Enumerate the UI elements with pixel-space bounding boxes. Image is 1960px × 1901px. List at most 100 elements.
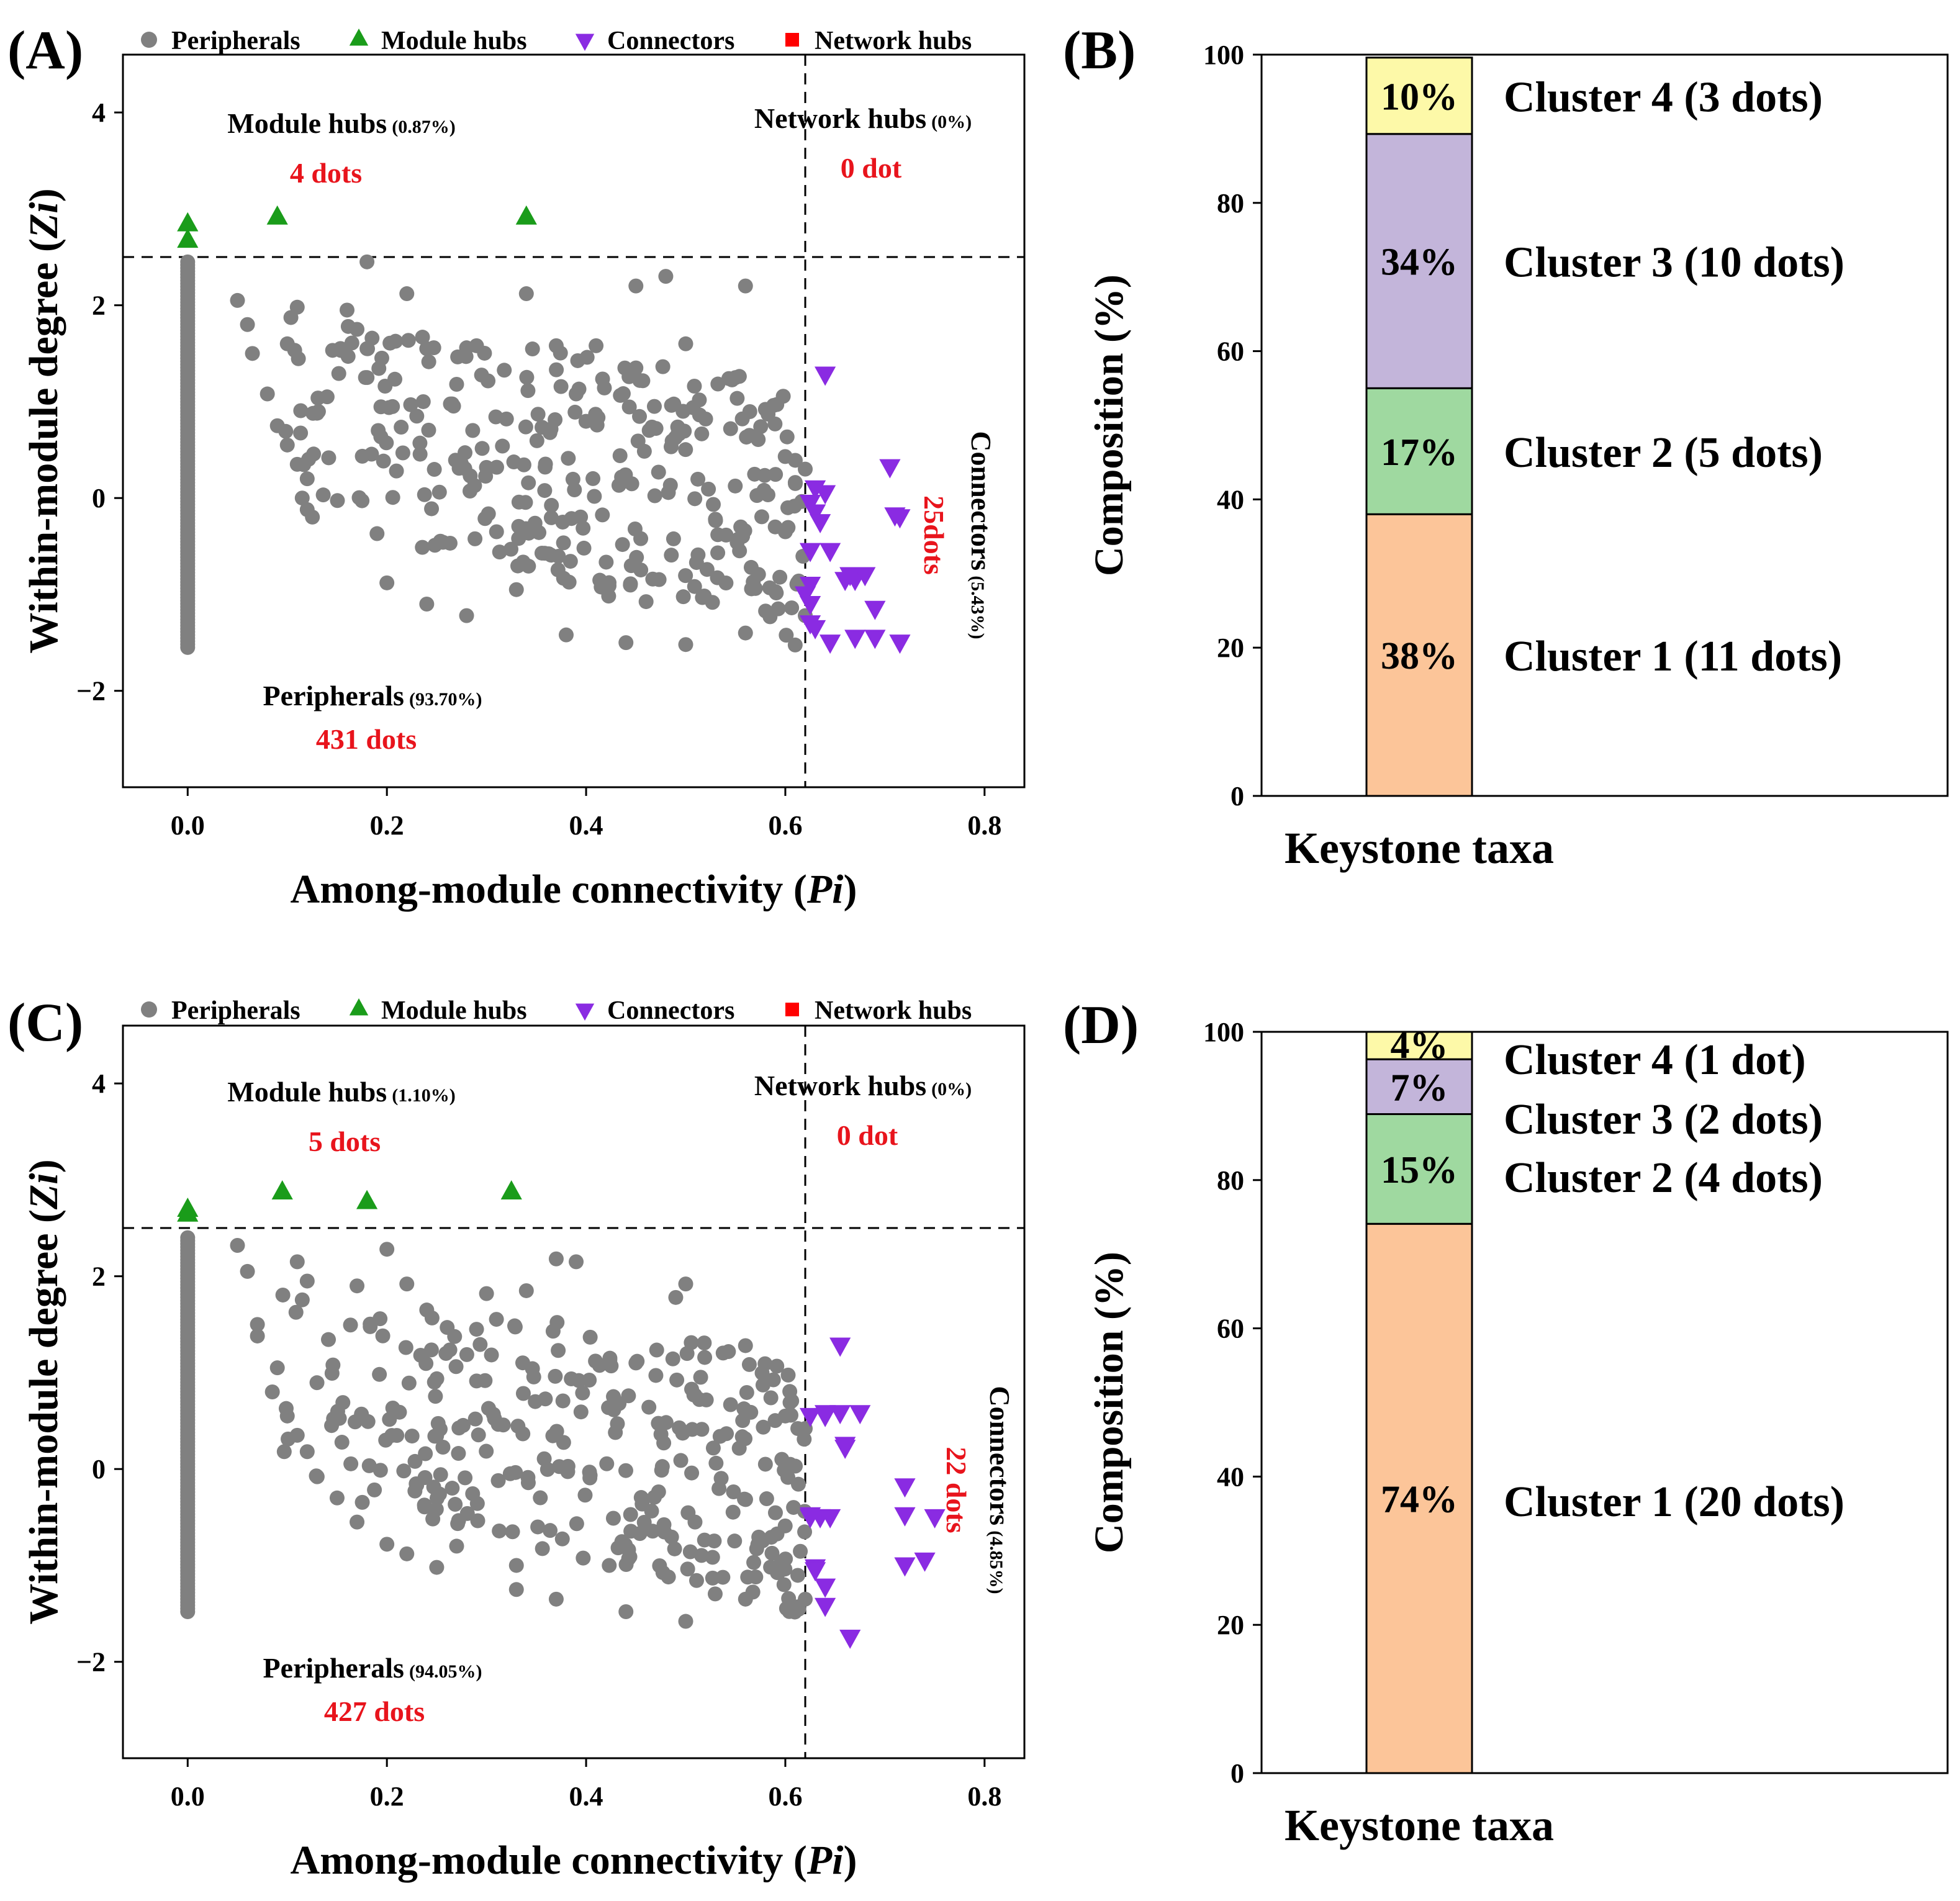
peripheral-point: [630, 1353, 645, 1369]
peripheral-point: [790, 1568, 805, 1583]
peripheral-point: [684, 1465, 700, 1481]
peripheral-point: [742, 404, 757, 419]
peripheral-point: [530, 1519, 546, 1535]
peripheral-point: [518, 419, 533, 435]
peripheral-point: [415, 540, 430, 555]
peripheral-point: [521, 558, 536, 574]
peripheral-point: [433, 1467, 448, 1483]
peripheral-point: [510, 558, 526, 574]
bar-panel-d: (D) 0 20 40 60 80 100 Composition (%) Keystone t…: [1063, 995, 1949, 1850]
peripheral-point: [612, 448, 628, 463]
peripheral-point: [715, 1569, 731, 1585]
peripheral-point: [450, 1516, 466, 1532]
y-tick-label: 100: [1203, 1017, 1244, 1047]
peripheral-point: [403, 397, 418, 412]
bar-segment-cluster-1: [1365, 513, 1473, 797]
peripheral-point: [508, 1558, 524, 1573]
peripheral-point: [457, 461, 472, 476]
y-tick-label: 0: [92, 1454, 106, 1484]
peripheral-point: [530, 407, 546, 422]
y-axis-title-main: Within-module degree (: [21, 238, 66, 654]
peripheral-point: [384, 1428, 400, 1443]
peripheral-point: [425, 1511, 441, 1527]
peripheral-point: [605, 1510, 621, 1526]
connector-point: [839, 1629, 861, 1649]
peripheral-point: [638, 594, 654, 610]
y-tick-label: 0: [92, 483, 106, 513]
peripheral-point: [595, 507, 610, 523]
peripheral-point: [245, 346, 260, 361]
peripheral-point: [599, 1456, 615, 1471]
peripheral-point: [575, 1385, 590, 1401]
peripheral-point: [435, 535, 451, 550]
y-tick-label: 80: [1217, 188, 1244, 219]
connectors-count: 25dots: [918, 495, 950, 575]
module-hubs-points: [177, 1180, 522, 1222]
peripheral-point: [746, 1555, 762, 1570]
peripheral-point: [697, 1335, 712, 1351]
segment-pct-label: 34%: [1381, 242, 1458, 284]
peripheral-point: [780, 1367, 796, 1383]
peripheral-point: [615, 537, 630, 553]
peripheral-point: [679, 1346, 695, 1361]
peripheral-point: [376, 453, 391, 469]
y-axis-title-end: ): [21, 188, 66, 202]
peripheral-point: [725, 372, 740, 387]
peripheral-point: [485, 1407, 501, 1422]
peripheral-point: [697, 1350, 713, 1365]
peripheral-point: [564, 511, 579, 526]
x-tick-label: 0.0: [171, 810, 205, 841]
x-axis-title-main: Among-module connectivity (: [291, 1838, 807, 1883]
peripheral-point: [340, 318, 356, 334]
peripheral-point: [279, 437, 295, 453]
x-tick-label: 0.8: [967, 810, 1001, 841]
peripheral-point: [379, 1242, 395, 1257]
peripheral-point: [309, 1468, 324, 1484]
peripheral-point: [325, 1357, 341, 1373]
connector-point: [864, 630, 886, 649]
peripheral-point: [578, 413, 594, 429]
module_hubs-count: 5 dots: [309, 1126, 381, 1157]
peripheral-point: [333, 343, 349, 358]
peripheral-point: [289, 1254, 305, 1270]
peripheral-point: [409, 409, 425, 424]
peripheral-point: [331, 366, 346, 381]
peripheral-point: [630, 433, 646, 449]
peripheral-point: [537, 483, 553, 499]
peripheral-point: [727, 1533, 743, 1549]
connector-point: [914, 1552, 936, 1572]
peripheral-point: [471, 1427, 486, 1443]
peripheral-point: [305, 405, 321, 421]
network_hubs-annotation-title: Network hubs (0%): [754, 102, 972, 134]
peripheral-point: [738, 1492, 753, 1507]
peripheral-point: [329, 1490, 345, 1506]
peripheral-point: [269, 1360, 285, 1376]
x-tick-label: 0.2: [370, 1781, 404, 1812]
peripheral-point: [377, 378, 393, 394]
peripheral-point: [398, 1340, 413, 1355]
peripheral-point: [230, 1238, 245, 1253]
peripheral-point: [774, 1452, 790, 1467]
peripheral-point: [764, 1545, 780, 1561]
peripheral-point: [545, 1428, 561, 1443]
peripheral-point: [644, 419, 660, 435]
peripheral-point: [678, 568, 693, 584]
peripheral-point: [689, 1573, 704, 1588]
peripheral-point: [705, 497, 721, 512]
peripherals-annotation-name: Peripherals: [263, 680, 404, 711]
peripheral-point: [708, 513, 723, 528]
peripheral-point: [767, 519, 783, 535]
plot-frame: [1260, 53, 1949, 797]
peripheral-point: [508, 582, 524, 597]
x-tick-label: 0.6: [768, 810, 802, 841]
y-tick-label: 2: [92, 291, 106, 321]
scatter-panel-a: (A) Peripherals Module hubs Connectors Netwo…: [7, 20, 1026, 912]
connector-point: [894, 1557, 916, 1577]
cluster-label: Cluster 3 (2 dots): [1504, 1096, 1823, 1144]
module-hub-point: [271, 1180, 293, 1200]
peripheral-point: [535, 1541, 550, 1556]
peripheral-point: [538, 456, 553, 472]
peripheral-point: [765, 1372, 781, 1388]
connector-point: [820, 634, 841, 654]
connector-point: [799, 1509, 821, 1528]
